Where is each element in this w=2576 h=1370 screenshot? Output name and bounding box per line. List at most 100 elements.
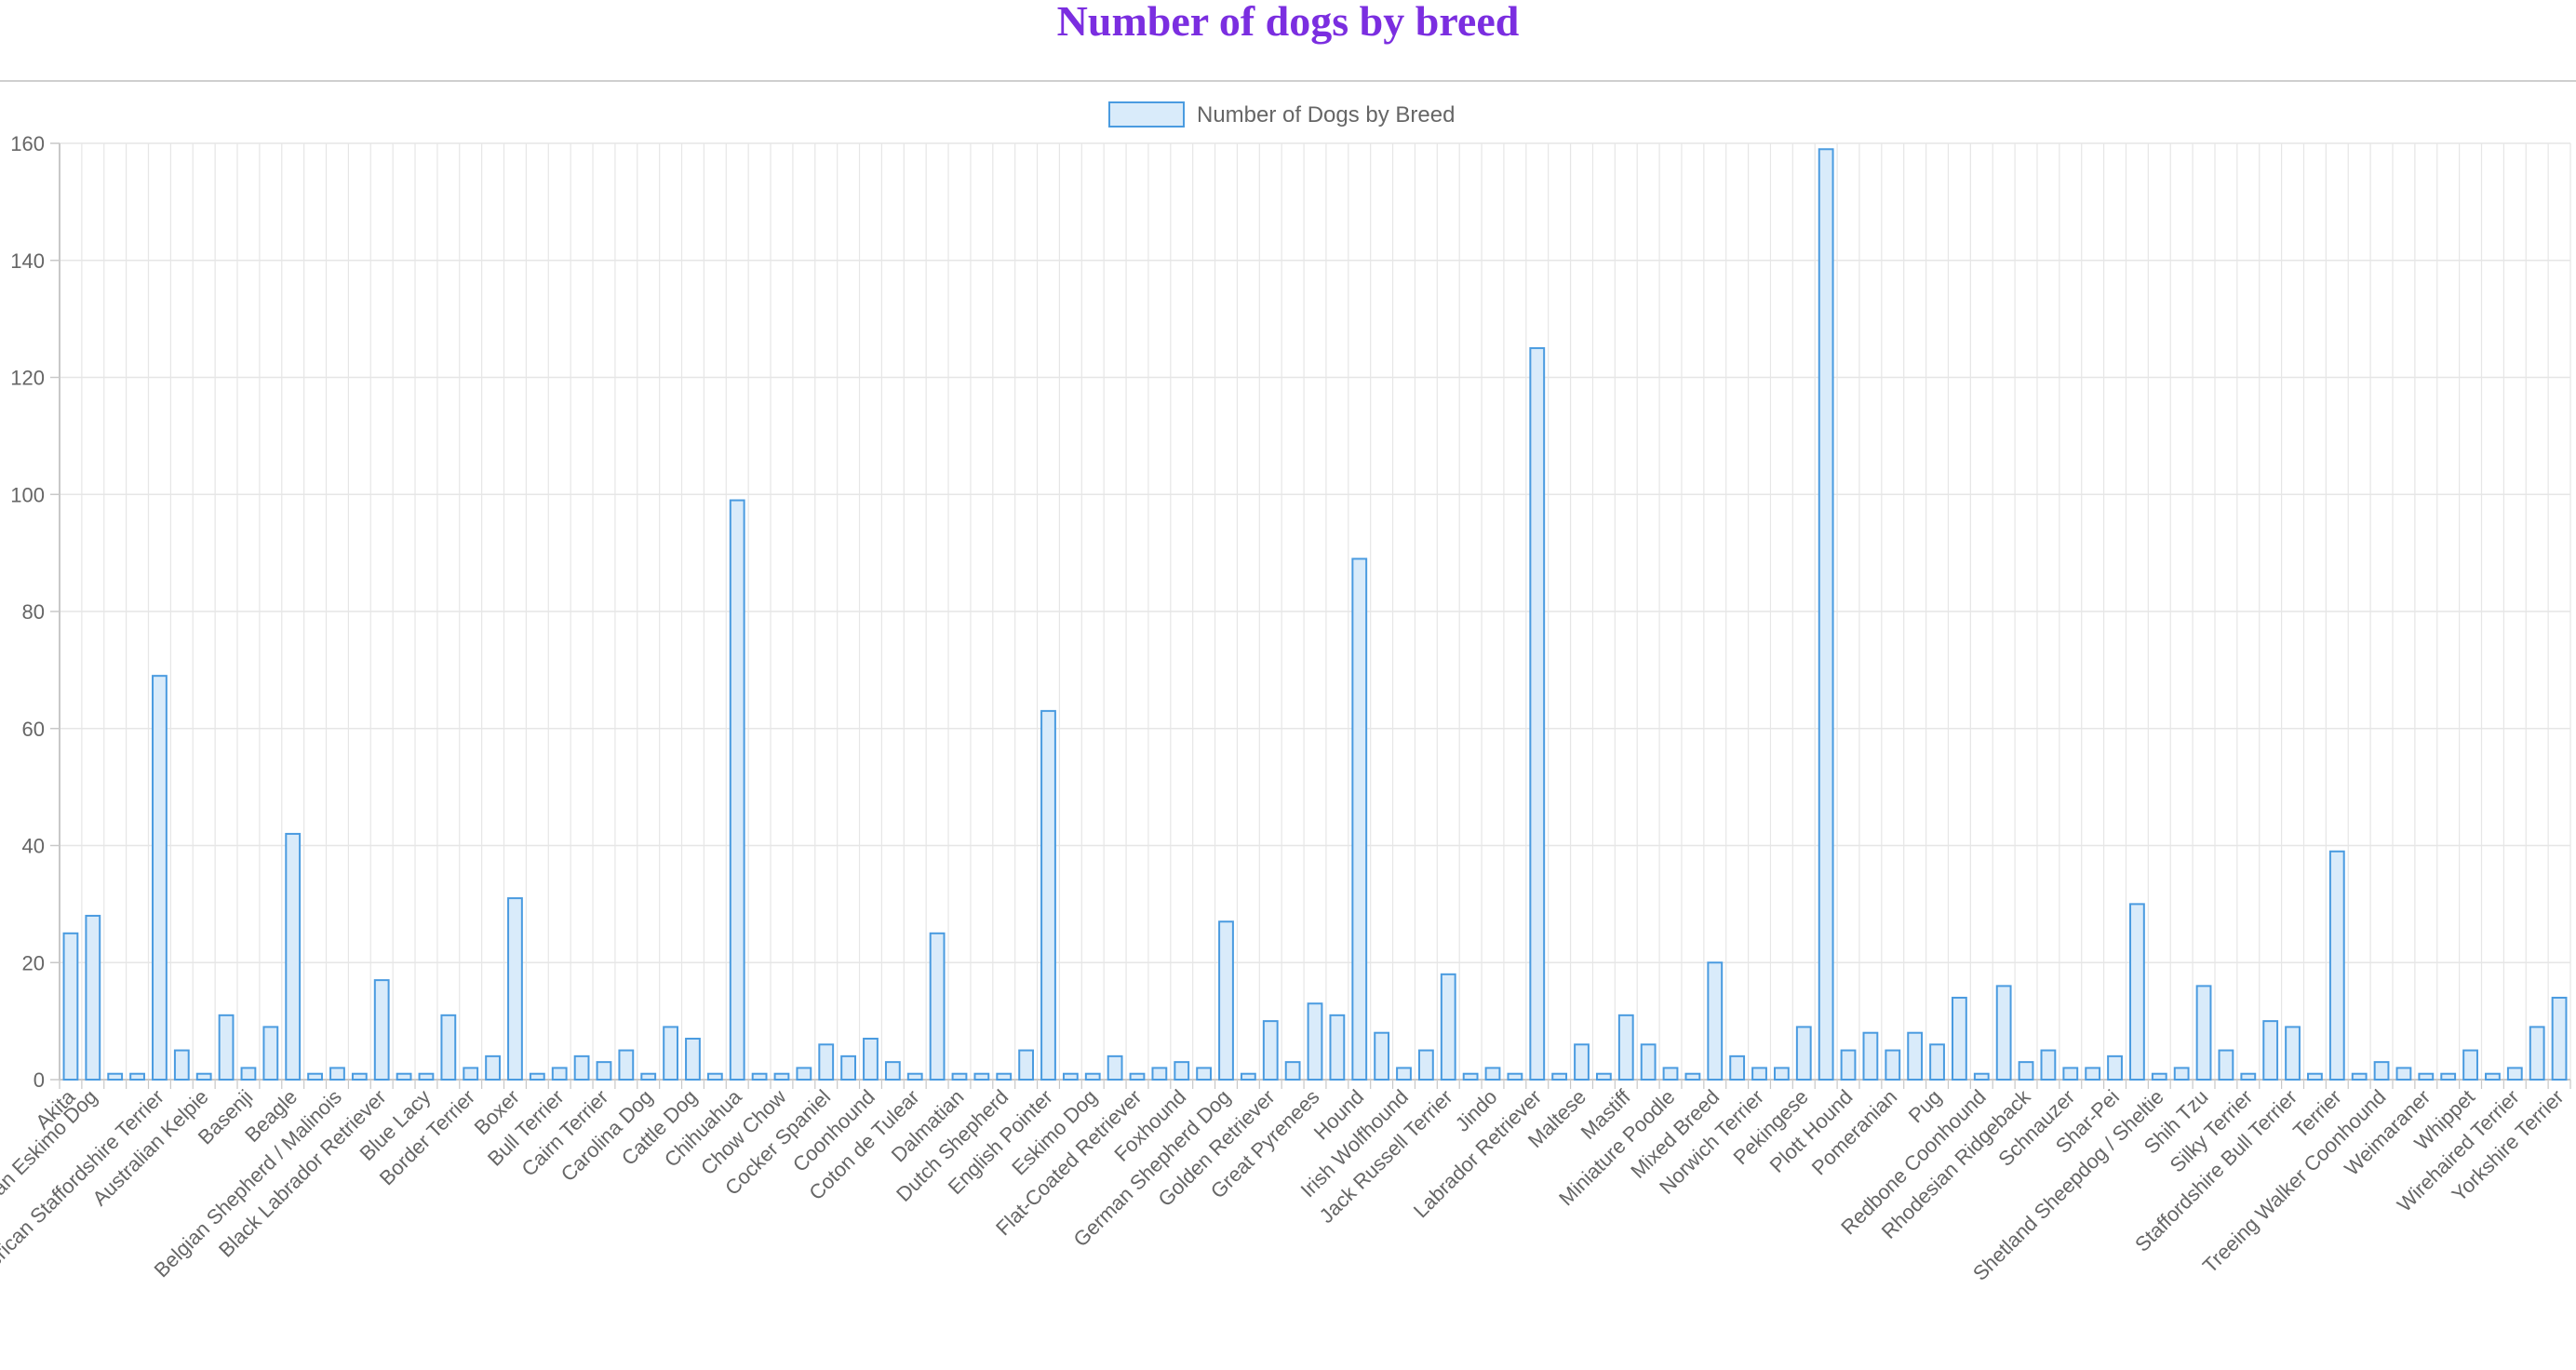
legend-swatch — [1108, 101, 1185, 128]
bar — [1218, 920, 1234, 1081]
bar — [1862, 1031, 1879, 1081]
bar — [85, 914, 101, 1081]
bar — [1084, 1072, 1101, 1081]
bar — [1107, 1054, 1123, 1081]
bar — [1707, 961, 1724, 1081]
bar — [1240, 1072, 1256, 1081]
bar — [1440, 973, 1456, 1081]
bar — [863, 1037, 879, 1081]
bar — [596, 1061, 612, 1081]
bar — [773, 1072, 790, 1081]
y-tick-label: 140 — [10, 249, 45, 273]
bar — [929, 932, 946, 1081]
bar — [1174, 1061, 1190, 1081]
bar — [1351, 557, 1368, 1081]
bar — [2506, 1067, 2523, 1081]
bar — [1484, 1067, 1501, 1081]
bar — [618, 1049, 635, 1081]
bar — [1018, 1049, 1035, 1081]
bar — [307, 1072, 323, 1081]
bar — [973, 1072, 990, 1081]
bar — [840, 1054, 857, 1081]
bar — [1952, 996, 1967, 1081]
bar — [1729, 1054, 1746, 1081]
bar — [640, 1072, 657, 1081]
bar — [2529, 1026, 2545, 1081]
bar — [1507, 1072, 1523, 1081]
bar — [1529, 347, 1546, 1081]
bar — [2551, 996, 2568, 1081]
bar — [1262, 1020, 1279, 1081]
bar — [1595, 1072, 1612, 1081]
bar — [2107, 1054, 2123, 1081]
y-tick-label: 120 — [10, 367, 45, 390]
bar — [152, 675, 168, 1081]
bar — [884, 1061, 901, 1081]
bar — [996, 1072, 1013, 1081]
legend-label: Number of Dogs by Breed — [1197, 102, 1455, 128]
y-tick-label: 80 — [22, 600, 45, 624]
bar — [1640, 1043, 1657, 1081]
bar — [573, 1054, 590, 1081]
bar — [418, 1072, 435, 1081]
bar — [218, 1014, 235, 1081]
title-divider — [0, 80, 2576, 82]
bar — [2351, 1072, 2368, 1081]
bar — [751, 1072, 768, 1081]
bar — [2440, 1072, 2457, 1081]
bar — [818, 1043, 835, 1081]
bar — [2173, 1067, 2190, 1081]
bar — [706, 1072, 723, 1081]
bar — [1574, 1043, 1590, 1081]
y-tick-label: 160 — [10, 132, 45, 155]
bar — [373, 979, 390, 1081]
bar — [329, 1067, 345, 1081]
bar — [2240, 1072, 2257, 1081]
bar — [463, 1067, 479, 1081]
bar — [62, 932, 79, 1081]
bar — [663, 1026, 678, 1081]
bar — [2195, 985, 2212, 1081]
bar — [1551, 1072, 1568, 1081]
bar — [2485, 1072, 2501, 1081]
y-tick-label: 60 — [22, 718, 45, 741]
bar — [1995, 985, 2012, 1081]
bar — [507, 897, 523, 1081]
bar — [2085, 1067, 2101, 1081]
bar — [285, 832, 302, 1081]
bar — [1374, 1031, 1390, 1081]
bar — [2328, 850, 2345, 1081]
bar — [1684, 1072, 1701, 1081]
bar — [906, 1072, 923, 1081]
bar — [129, 1072, 145, 1081]
bar — [107, 1072, 124, 1081]
y-tick-label: 20 — [22, 951, 45, 974]
bar — [1284, 1061, 1301, 1081]
page-title: Number of dogs by breed — [1056, 0, 1520, 45]
bar — [685, 1037, 701, 1081]
bar — [1196, 1067, 1213, 1081]
bar — [485, 1054, 501, 1081]
bar — [1751, 1067, 1767, 1081]
bar — [1907, 1031, 1924, 1081]
bar — [1617, 1014, 1634, 1081]
bar — [1818, 148, 1834, 1081]
bar-chart: Number of Dogs by Breed 0 20 40 60 80 100 120 14… — [0, 101, 2571, 1294]
bar — [796, 1067, 812, 1081]
y-tick-label: 40 — [22, 835, 45, 858]
bar — [351, 1072, 368, 1081]
bar — [1662, 1067, 1679, 1081]
bar — [2218, 1049, 2234, 1081]
bar — [440, 1014, 457, 1081]
bar — [396, 1072, 412, 1081]
bar — [2129, 903, 2145, 1081]
y-tick-label: 100 — [10, 483, 45, 506]
bar — [1973, 1072, 1990, 1081]
bar — [2285, 1026, 2301, 1081]
bar — [951, 1072, 968, 1081]
bar — [1840, 1049, 1857, 1081]
bar — [2062, 1067, 2079, 1081]
bar — [240, 1067, 257, 1081]
bar — [1307, 1002, 1323, 1081]
bar — [1417, 1049, 1434, 1081]
